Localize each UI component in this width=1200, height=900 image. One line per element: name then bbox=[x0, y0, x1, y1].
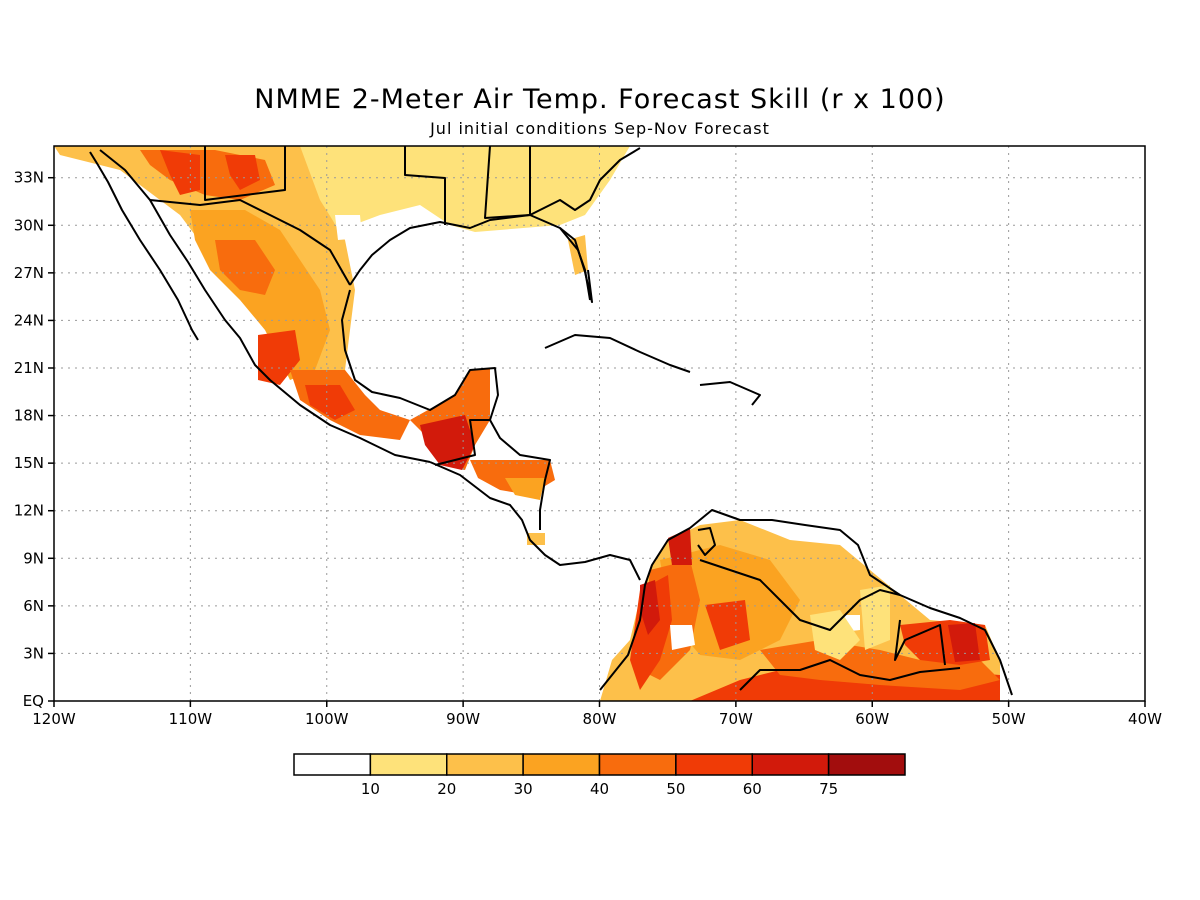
lon-tick-label: 100W bbox=[305, 710, 349, 728]
lat-tick-label: 27N bbox=[14, 264, 44, 282]
shade-texas-white bbox=[335, 215, 362, 240]
border-states-2 bbox=[404, 146, 446, 225]
coast-florida bbox=[559, 227, 593, 303]
shade-mexico-orange bbox=[215, 240, 275, 295]
shade-sa-southeast-orange bbox=[760, 640, 1000, 690]
color-bar-label: 20 bbox=[437, 780, 456, 798]
border-guatemala bbox=[434, 419, 490, 466]
border-states bbox=[204, 146, 286, 201]
coast-texas-mexico bbox=[341, 289, 499, 421]
color-bar-swatch bbox=[522, 753, 601, 776]
shade-mexico-north bbox=[54, 146, 360, 400]
lon-tick-label: 110W bbox=[169, 710, 213, 728]
coast-central-america bbox=[429, 461, 641, 581]
shade-sa-light-1 bbox=[810, 610, 860, 660]
color-bar-label: 50 bbox=[666, 780, 685, 798]
lon-tick-label: 60W bbox=[855, 710, 889, 728]
shade-guatemala-red bbox=[420, 415, 475, 470]
shade-sa-center-red bbox=[705, 600, 750, 650]
coast-honduras bbox=[489, 419, 551, 530]
lat-tick-label: 21N bbox=[14, 359, 44, 377]
coast-lake-maracaibo bbox=[697, 527, 716, 556]
coast-south-america-north bbox=[599, 509, 1013, 696]
lat-tick-label: 18N bbox=[14, 407, 44, 425]
border-sa-interior-2 bbox=[739, 659, 961, 691]
shade-us-southeast bbox=[300, 146, 630, 232]
lat-tick-label: EQ bbox=[23, 692, 44, 710]
color-bar-swatch bbox=[446, 753, 524, 776]
coast-cuba bbox=[544, 334, 691, 373]
graticule bbox=[54, 146, 1145, 701]
color-bar-swatch bbox=[293, 753, 372, 776]
map-subtitle: Jul initial conditions Sep-Nov Forecast bbox=[430, 119, 770, 138]
skill-shading-south-america bbox=[600, 520, 1000, 701]
color-bar-label: 40 bbox=[590, 780, 609, 798]
color-bar: 10 20 30 40 50 60 75 bbox=[293, 753, 906, 798]
shade-south-mexico-red bbox=[305, 385, 355, 420]
border-sa-interior bbox=[699, 559, 901, 631]
lon-tick-label: 90W bbox=[446, 710, 480, 728]
shade-sa-darkred-west bbox=[640, 580, 660, 635]
lat-tick-label: 12N bbox=[14, 502, 44, 520]
coast-baja-california bbox=[89, 151, 199, 341]
color-bar-label: 30 bbox=[514, 780, 533, 798]
color-bar-swatch bbox=[827, 753, 906, 776]
shade-northwest-red-2 bbox=[225, 155, 260, 190]
color-bar-swatch bbox=[598, 753, 677, 776]
map-title: NMME 2-Meter Air Temp. Forecast Skill (r… bbox=[254, 84, 946, 115]
coastlines bbox=[89, 146, 1013, 696]
color-bar-swatch bbox=[369, 753, 448, 776]
color-bar-label: 10 bbox=[361, 780, 380, 798]
shade-sa-light-2 bbox=[860, 585, 890, 650]
lat-tick-label: 6N bbox=[23, 597, 44, 615]
lon-tick-label: 80W bbox=[583, 710, 617, 728]
longitude-ticks: 120W 110W 100W 90W 80W 70W 60W 50W 40W bbox=[32, 701, 1162, 728]
lat-tick-label: 9N bbox=[23, 549, 44, 567]
border-guianas bbox=[894, 619, 946, 666]
border-states-3 bbox=[484, 146, 531, 219]
color-bar-label: 60 bbox=[743, 780, 762, 798]
lat-tick-label: 3N bbox=[23, 644, 44, 662]
skill-shading-north-america bbox=[54, 146, 630, 545]
color-bar-swatch bbox=[675, 753, 753, 776]
lat-tick-label: 33N bbox=[14, 169, 44, 187]
lat-tick-label: 30N bbox=[14, 216, 44, 234]
shade-guianas-darkred bbox=[948, 623, 980, 662]
coast-gulf-of-california bbox=[99, 149, 431, 463]
color-bar-label: 75 bbox=[819, 780, 838, 798]
latitude-ticks: EQ 3N 6N 9N 12N 15N 18N 21N 24N 27N 30N 33N bbox=[14, 169, 54, 710]
lon-tick-label: 120W bbox=[32, 710, 76, 728]
coast-hispaniola bbox=[699, 381, 761, 406]
coast-gulf-of-mexico bbox=[349, 214, 591, 301]
lat-tick-label: 15N bbox=[14, 454, 44, 472]
shade-honduras-light bbox=[505, 478, 545, 500]
lat-tick-label: 24N bbox=[14, 311, 44, 329]
color-bar-swatch bbox=[751, 753, 830, 776]
shade-sa-white-1 bbox=[670, 625, 695, 650]
lon-tick-label: 70W bbox=[719, 710, 753, 728]
border-us-mexico bbox=[149, 199, 351, 286]
shade-west-coast-red bbox=[258, 330, 300, 385]
lon-tick-label: 40W bbox=[1128, 710, 1162, 728]
lon-tick-label: 50W bbox=[992, 710, 1026, 728]
coast-us-southeast bbox=[529, 147, 641, 216]
